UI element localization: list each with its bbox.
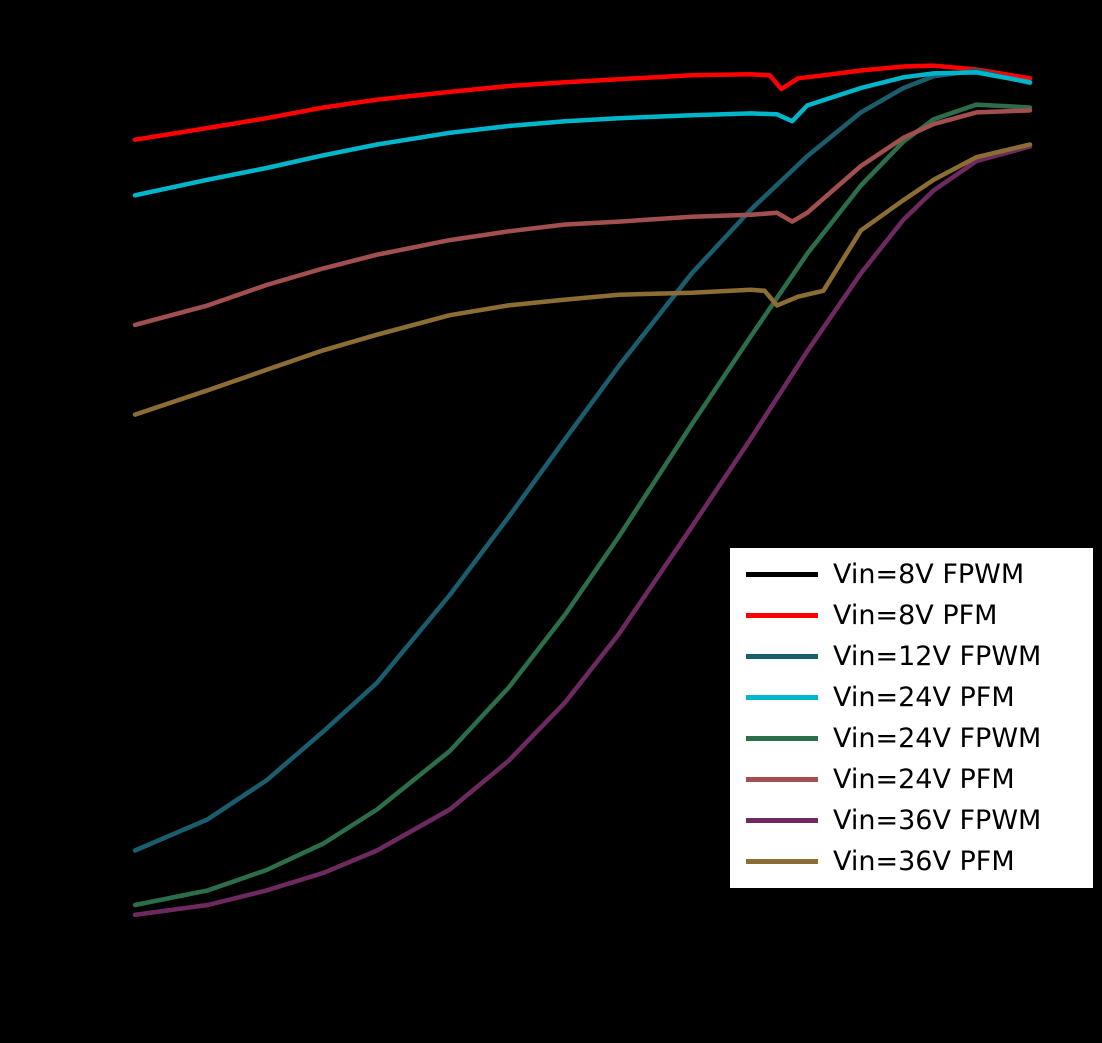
legend-line-swatch: [746, 695, 818, 700]
series-line-vin-8v-fpwm: [132, 66, 1033, 793]
legend-item: Vin=24V FPWM: [746, 719, 1083, 759]
legend-line-swatch: [746, 736, 818, 741]
legend-line-swatch: [746, 613, 818, 618]
legend-item: Vin=8V FPWM: [746, 555, 1083, 595]
legend-item: Vin=24V PFM: [746, 760, 1083, 800]
series-line-vin-8v-pfm: [132, 63, 1033, 142]
legend-line-swatch: [746, 654, 818, 659]
legend-label: Vin=8V FPWM: [833, 559, 1025, 590]
legend-item: Vin=36V PFM: [746, 842, 1083, 882]
legend-label: Vin=24V FPWM: [833, 723, 1042, 754]
legend-line-swatch: [746, 859, 818, 864]
legend-item: Vin=12V FPWM: [746, 637, 1083, 677]
legend-item: Vin=8V PFM: [746, 596, 1083, 636]
legend-label: Vin=36V FPWM: [833, 805, 1042, 836]
legend: Vin=8V FPWM Vin=8V PFM Vin=12V FPWM Vin=…: [728, 546, 1095, 890]
legend-item: Vin=24V PFM: [746, 678, 1083, 718]
series-line-vin-24v-pfm: [132, 108, 1033, 328]
legend-label: Vin=8V PFM: [833, 600, 998, 631]
series-line-vin-24v-pfm: [132, 70, 1033, 198]
series-line-vin-36v-fpwm: [132, 144, 1033, 918]
legend-line-swatch: [746, 777, 818, 782]
legend-label: Vin=12V FPWM: [833, 641, 1042, 672]
legend-line-swatch: [746, 572, 818, 577]
legend-item: Vin=36V FPWM: [746, 801, 1083, 841]
legend-line-swatch: [746, 818, 818, 823]
legend-label: Vin=36V PFM: [833, 846, 1015, 877]
series-line-vin-12v-fpwm: [132, 68, 1033, 853]
legend-label: Vin=24V PFM: [833, 764, 1015, 795]
series-line-vin-36v-pfm: [132, 142, 1033, 417]
legend-label: Vin=24V PFM: [833, 682, 1015, 713]
